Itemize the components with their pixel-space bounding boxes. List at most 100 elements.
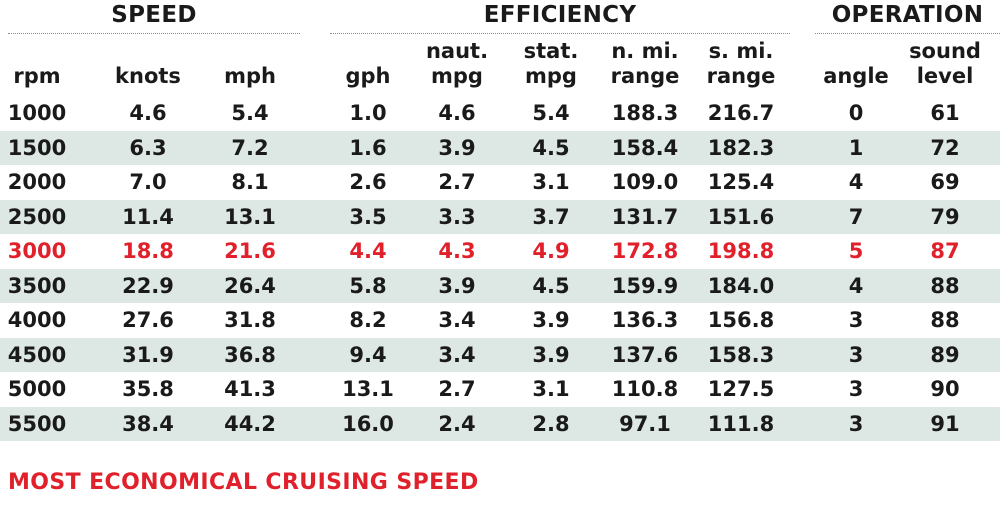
cell-angle: 3 xyxy=(848,411,864,436)
group-title-efficiency: EFFICIENCY xyxy=(483,2,637,28)
group-rule-speed xyxy=(8,33,300,34)
col-header-s-range-line2: range xyxy=(706,64,776,88)
cell-naut-mpg: 3.3 xyxy=(438,204,476,229)
col-header-stat-mpg: stat. mpg xyxy=(508,39,594,89)
cell-stat-mpg: 2.8 xyxy=(532,411,570,436)
cell-n-range: 136.3 xyxy=(611,308,679,332)
cell-angle: 7 xyxy=(848,204,864,229)
cell-n-range: 137.6 xyxy=(611,342,679,367)
cell-knots: 35.8 xyxy=(122,377,174,401)
table-row: 4000 27.6 31.8 8.2 3.4 3.9 136.3 156.8 3 88 xyxy=(0,303,1000,337)
col-header-gph-label: gph xyxy=(345,64,391,88)
cell-naut-mpg: 2.4 xyxy=(438,411,476,436)
cell-knots: 38.4 xyxy=(122,411,174,436)
cell-s-range: 125.4 xyxy=(707,170,775,194)
table-row: 3000 18.8 21.6 4.4 4.3 4.9 172.8 198.8 5 87 xyxy=(0,234,1000,268)
cell-naut-mpg: 3.4 xyxy=(438,308,476,332)
cell-sound: 88 xyxy=(930,308,960,332)
col-header-naut-mpg: naut. mpg xyxy=(414,39,500,89)
cell-sound: 89 xyxy=(930,342,960,367)
cell-mph: 8.1 xyxy=(231,170,269,194)
cell-s-range: 198.8 xyxy=(707,239,775,263)
cell-s-range: 184.0 xyxy=(707,273,775,298)
cell-rpm: 4500 xyxy=(7,342,67,367)
cell-angle: 0 xyxy=(848,101,864,125)
col-header-sound-level-line1: sound xyxy=(909,39,981,63)
group-rule-efficiency xyxy=(330,33,790,34)
group-title-speed: SPEED xyxy=(111,2,197,28)
cell-rpm: 3000 xyxy=(7,239,67,263)
cell-mph: 41.3 xyxy=(224,377,276,401)
col-header-knots-label: knots xyxy=(115,64,181,88)
col-header-s-range: s. mi. range xyxy=(695,39,787,89)
cell-stat-mpg: 3.9 xyxy=(532,342,570,367)
cell-mph: 21.6 xyxy=(224,239,276,263)
col-header-sound-level: sound level xyxy=(900,39,990,89)
cell-naut-mpg: 3.9 xyxy=(438,135,476,160)
table-row: 4500 31.9 36.8 9.4 3.4 3.9 137.6 158.3 3 89 xyxy=(0,337,1000,372)
cell-n-range: 159.9 xyxy=(611,273,679,298)
cell-n-range: 110.8 xyxy=(611,377,679,401)
cell-knots: 7.0 xyxy=(129,170,167,194)
cell-gph: 13.1 xyxy=(342,377,394,401)
cell-stat-mpg: 3.9 xyxy=(532,308,570,332)
group-rule-operation xyxy=(815,33,1000,34)
cell-n-range: 109.0 xyxy=(611,170,679,194)
cell-s-range: 182.3 xyxy=(707,135,775,160)
cell-rpm: 2000 xyxy=(7,170,67,194)
col-header-n-range: n. mi. range xyxy=(600,39,690,89)
cell-knots: 11.4 xyxy=(122,204,174,229)
cell-naut-mpg: 3.9 xyxy=(438,273,476,298)
cell-angle: 4 xyxy=(848,170,864,194)
col-header-mph: mph xyxy=(212,64,288,89)
cell-sound: 91 xyxy=(930,411,960,436)
cell-knots: 18.8 xyxy=(122,239,174,263)
cell-s-range: 216.7 xyxy=(707,101,775,125)
table-row: 1500 6.3 7.2 1.6 3.9 4.5 158.4 182.3 1 72 xyxy=(0,130,1000,165)
cell-naut-mpg: 2.7 xyxy=(438,170,476,194)
table-row: 2000 7.0 8.1 2.6 2.7 3.1 109.0 125.4 4 69 xyxy=(0,165,1000,199)
cell-gph: 9.4 xyxy=(349,342,387,367)
cell-angle: 1 xyxy=(848,135,864,160)
cell-gph: 8.2 xyxy=(349,308,387,332)
cell-s-range: 111.8 xyxy=(707,411,775,436)
col-header-n-range-line2: range xyxy=(610,64,680,88)
cell-s-range: 151.6 xyxy=(707,204,775,229)
table-row: 5000 35.8 41.3 13.1 2.7 3.1 110.8 127.5 3 90 xyxy=(0,372,1000,406)
cell-n-range: 172.8 xyxy=(611,239,679,263)
cell-gph: 1.0 xyxy=(349,101,387,125)
col-header-gph: gph xyxy=(330,64,406,89)
cell-gph: 1.6 xyxy=(349,135,387,160)
cell-knots: 22.9 xyxy=(122,273,174,298)
table-row: 2500 11.4 13.1 3.5 3.3 3.7 131.7 151.6 7 79 xyxy=(0,199,1000,234)
table-row: 3500 22.9 26.4 5.8 3.9 4.5 159.9 184.0 4 88 xyxy=(0,268,1000,303)
cell-knots: 27.6 xyxy=(122,308,174,332)
cell-n-range: 158.4 xyxy=(611,135,679,160)
cell-mph: 31.8 xyxy=(224,308,276,332)
cell-naut-mpg: 4.6 xyxy=(438,101,476,125)
cell-stat-mpg: 4.5 xyxy=(532,273,570,298)
footnote-most-economical: MOST ECONOMICAL CRUISING SPEED xyxy=(8,470,479,495)
col-header-angle: angle xyxy=(815,64,897,89)
cell-angle: 3 xyxy=(848,342,864,367)
cell-sound: 87 xyxy=(930,239,960,263)
cell-rpm: 5500 xyxy=(7,411,67,436)
cell-sound: 72 xyxy=(930,135,960,160)
cell-angle: 3 xyxy=(848,377,864,401)
cell-sound: 61 xyxy=(930,101,960,125)
cell-stat-mpg: 4.5 xyxy=(532,135,570,160)
cell-n-range: 97.1 xyxy=(619,411,671,436)
cell-angle: 4 xyxy=(848,273,864,298)
cell-stat-mpg: 3.1 xyxy=(532,170,570,194)
cell-gph: 5.8 xyxy=(349,273,387,298)
cell-stat-mpg: 5.4 xyxy=(532,101,570,125)
cell-knots: 31.9 xyxy=(122,342,174,367)
cell-gph: 16.0 xyxy=(342,411,394,436)
cell-naut-mpg: 4.3 xyxy=(438,239,476,263)
cell-sound: 79 xyxy=(930,204,960,229)
cell-mph: 13.1 xyxy=(224,204,276,229)
cell-naut-mpg: 2.7 xyxy=(438,377,476,401)
cell-gph: 2.6 xyxy=(349,170,387,194)
cell-angle: 5 xyxy=(848,239,864,263)
cell-mph: 44.2 xyxy=(224,411,276,436)
